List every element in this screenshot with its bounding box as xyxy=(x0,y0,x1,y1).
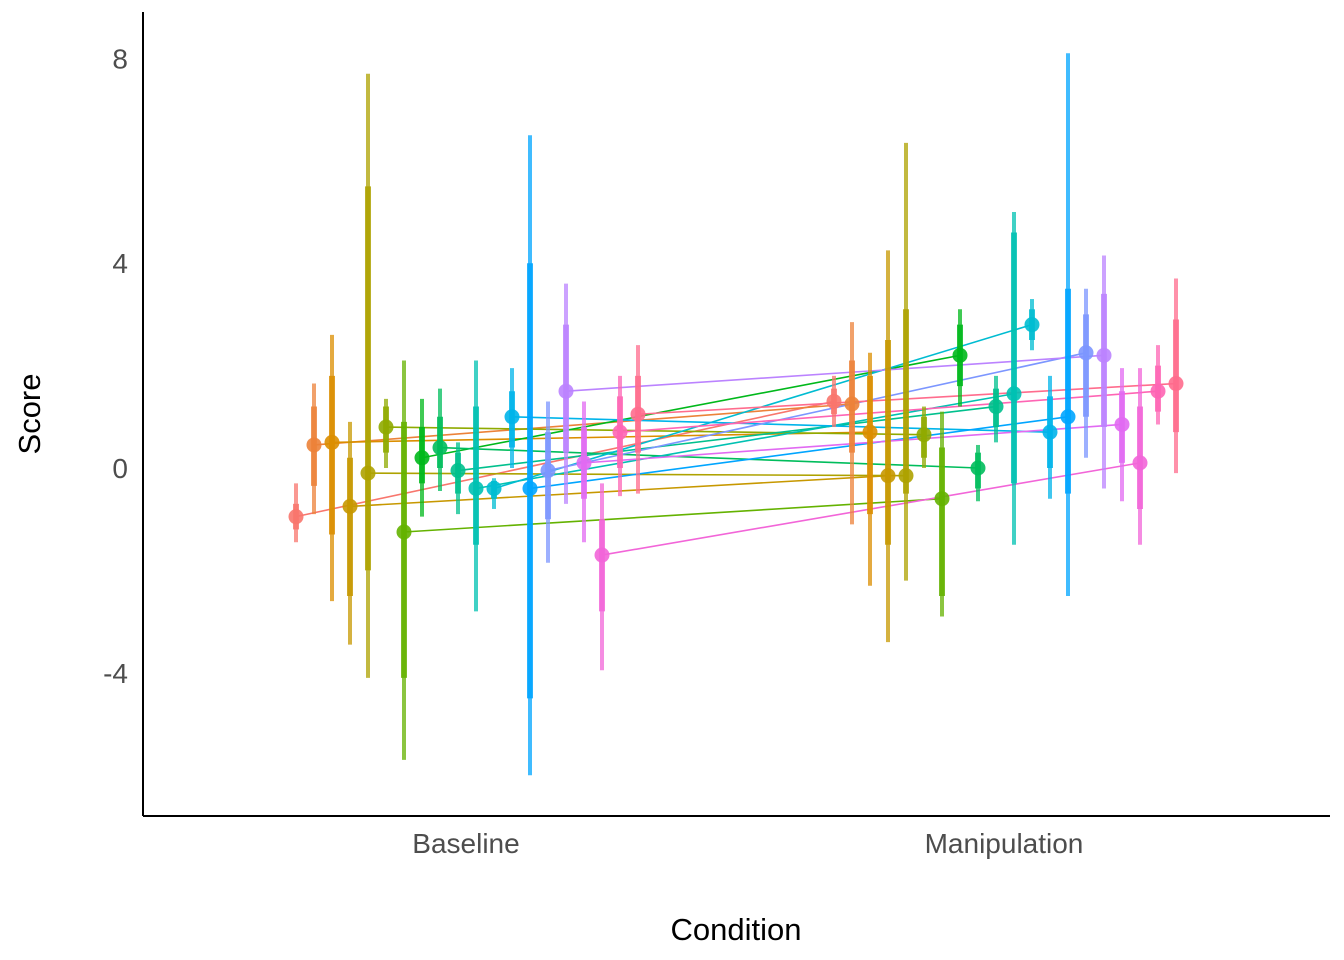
series-8-baseline-point xyxy=(414,450,430,466)
y-tick-label: 4 xyxy=(112,248,128,279)
series-3-baseline-point xyxy=(324,434,340,450)
series-2-manipulation-point xyxy=(844,396,860,412)
series-2-baseline-point xyxy=(306,437,322,453)
series-10-baseline-point xyxy=(450,463,466,479)
chart-axes xyxy=(142,12,1330,817)
series-16-manipulation-point xyxy=(1096,347,1112,363)
series-6-baseline-point xyxy=(378,419,394,435)
series-7-baseline-point xyxy=(396,524,412,540)
series-18-baseline-point xyxy=(594,547,610,563)
series-18-manipulation-point xyxy=(1132,455,1148,471)
series-9-baseline-point xyxy=(432,440,448,456)
y-tick-label: 8 xyxy=(112,43,128,74)
y-ticks: -4 0 4 8 xyxy=(103,43,128,688)
series-3-manipulation-point xyxy=(862,424,878,440)
chart-marks xyxy=(288,53,1184,776)
series-16-baseline-point xyxy=(558,383,574,399)
y-axis-title: Score xyxy=(12,374,47,455)
series-13-connector xyxy=(511,416,1051,433)
series-11-baseline-point xyxy=(468,480,484,496)
series-19-manipulation-point xyxy=(1150,383,1166,399)
series-13-baseline-point xyxy=(504,409,520,425)
series-20-baseline-point xyxy=(630,406,646,422)
series-12-baseline-point xyxy=(486,480,502,496)
series-8-manipulation-point xyxy=(952,347,968,363)
series-7-manipulation-point xyxy=(934,491,950,507)
series-11-manipulation-point xyxy=(1006,386,1022,402)
x-ticks: Baseline Manipulation xyxy=(412,828,1083,859)
x-tick-label: Manipulation xyxy=(925,828,1084,859)
series-10-manipulation-point xyxy=(988,399,1004,415)
y-tick-label: 0 xyxy=(112,453,128,484)
series-5-manipulation-point xyxy=(898,468,914,484)
series-7-connector xyxy=(403,497,943,533)
series-12-manipulation-point xyxy=(1024,317,1040,333)
x-axis-title: Condition xyxy=(671,912,802,947)
series-15-manipulation-point xyxy=(1078,345,1094,361)
series-13-manipulation-point xyxy=(1042,424,1058,440)
series-15-baseline-point xyxy=(540,463,556,479)
series-19-baseline-point xyxy=(612,424,628,440)
series-20-manipulation-point xyxy=(1168,376,1184,392)
y-tick-label: -4 xyxy=(103,658,128,689)
series-4-baseline-point xyxy=(342,498,358,514)
series-4-manipulation-point xyxy=(880,468,896,484)
series-15-connector xyxy=(547,352,1087,472)
series-14-baseline-point xyxy=(522,480,538,496)
series-5-baseline-point xyxy=(360,465,376,481)
series-6-manipulation-point xyxy=(916,427,932,443)
series-1-manipulation-point xyxy=(826,393,842,409)
series-17-baseline-point xyxy=(576,455,592,471)
x-tick-label: Baseline xyxy=(412,828,519,859)
series-9-manipulation-point xyxy=(970,460,986,476)
series-17-manipulation-point xyxy=(1114,416,1130,432)
series-1-baseline-point xyxy=(288,509,304,525)
series-14-manipulation-point xyxy=(1060,409,1076,425)
